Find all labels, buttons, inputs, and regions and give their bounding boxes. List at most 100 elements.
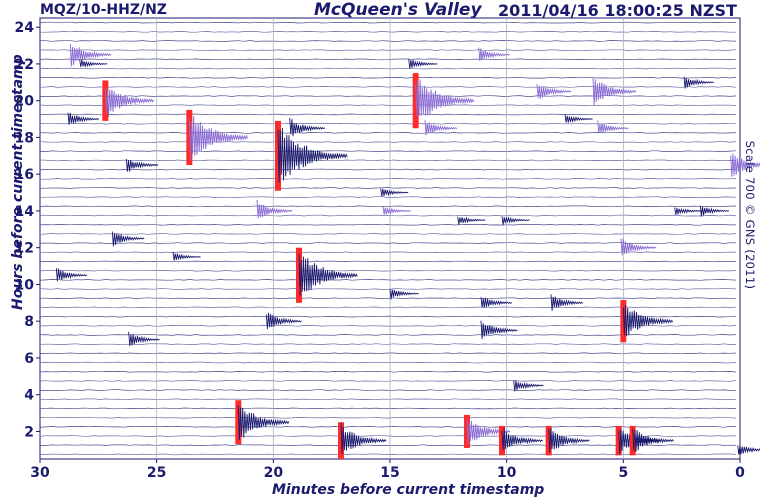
hour-trace (39, 177, 737, 180)
seismic-event (380, 188, 409, 197)
event-waveform (478, 47, 510, 62)
event-waveform (380, 188, 409, 197)
clipped-segment (338, 422, 344, 459)
seismic-event (550, 294, 584, 311)
x-tick-label: 25 (147, 465, 166, 481)
hour-trace (40, 297, 737, 300)
y-tick-label: 20 (15, 94, 35, 110)
y-tick-label: 6 (24, 351, 34, 367)
clipped-segment (235, 400, 242, 445)
seismic-event (424, 120, 458, 136)
hour-trace (39, 324, 737, 327)
y-tick-label: 2 (24, 424, 34, 440)
event-waveform (389, 289, 419, 300)
hour-trace (39, 214, 737, 217)
y-axis-label: Hours before current timestamp (10, 54, 26, 310)
hour-trace (39, 104, 737, 107)
event-waveform (513, 380, 544, 392)
seismic-event (125, 158, 159, 172)
seismic-event (564, 114, 593, 123)
clipped-segment (545, 425, 552, 456)
event-waveform (67, 112, 100, 125)
event-waveform (55, 268, 88, 282)
seismic-event (499, 425, 544, 456)
event-waveform (548, 428, 590, 453)
y-tick-label: 24 (15, 20, 35, 36)
seismic-event (629, 425, 674, 456)
seismic-event (536, 84, 572, 100)
event-waveform (564, 114, 593, 123)
event-waveform (265, 312, 302, 330)
hour-trace (39, 21, 737, 24)
y-tick-label: 14 (15, 204, 35, 220)
hour-trace (39, 196, 737, 198)
x-axis-label: Minutes before current timestamp (272, 482, 545, 498)
hour-trace (39, 233, 737, 235)
event-waveform (128, 331, 160, 346)
hour-trace (39, 58, 737, 61)
seismic-event (683, 76, 714, 89)
event-waveform (237, 405, 290, 440)
event-waveform (699, 205, 730, 217)
hour-trace (39, 67, 737, 70)
event-waveform (188, 116, 249, 161)
y-tick-label: 18 (15, 130, 34, 146)
seismic-event (699, 205, 730, 217)
seismic-event (382, 206, 411, 215)
seismic-event (186, 109, 249, 165)
clipped-segment (615, 425, 622, 456)
seismic-event (338, 422, 387, 459)
clipped-segment (296, 247, 302, 303)
hour-trace (39, 370, 737, 373)
y-tick-label: 4 (24, 388, 34, 404)
seismic-event (111, 231, 145, 247)
event-waveform (480, 297, 513, 308)
event-waveform (622, 305, 674, 337)
event-waveform (683, 76, 714, 89)
current-timestamp: 2011/04/16 18:00:25 NZST (498, 1, 737, 20)
hour-trace (39, 380, 737, 382)
y-tick-label: 8 (24, 314, 34, 330)
seismic-event (412, 73, 475, 129)
event-waveform (415, 79, 475, 117)
event-waveform (111, 231, 145, 247)
hour-trace (39, 122, 736, 125)
seismic-traces (55, 43, 760, 459)
hour-trace (39, 251, 736, 254)
clipped-segment (186, 109, 193, 165)
hour-trace (39, 223, 736, 226)
y-tick-label: 10 (15, 277, 35, 293)
seismic-event (289, 117, 326, 137)
event-waveform (382, 206, 411, 215)
event-waveform (424, 120, 458, 136)
event-waveform (69, 43, 112, 67)
hour-trace (39, 76, 737, 79)
event-waveform (737, 445, 760, 455)
seismic-event (478, 47, 510, 62)
y-tick-label: 12 (15, 241, 34, 257)
hour-trace (39, 40, 737, 42)
hour-lines (39, 21, 737, 456)
y-tick-label: 16 (15, 167, 34, 183)
seismic-event (513, 380, 544, 392)
x-tick-label: 5 (618, 465, 628, 481)
hour-trace (39, 132, 737, 134)
seismic-event (67, 112, 100, 125)
event-waveform (340, 422, 387, 455)
x-tick-label: 0 (735, 465, 745, 481)
x-tick-label: 10 (497, 465, 517, 481)
hour-trace (39, 260, 737, 263)
event-waveform (501, 216, 530, 225)
hour-trace (39, 168, 737, 171)
hour-trace (39, 398, 737, 401)
event-waveform (480, 320, 518, 339)
event-waveform (172, 251, 201, 261)
hour-trace (39, 150, 737, 153)
hour-trace (39, 343, 736, 345)
hour-trace (39, 315, 737, 318)
hour-trace (39, 279, 737, 281)
event-waveform (104, 87, 155, 117)
seismic-event (235, 400, 290, 445)
event-waveform (674, 207, 703, 215)
hour-trace (39, 187, 737, 189)
